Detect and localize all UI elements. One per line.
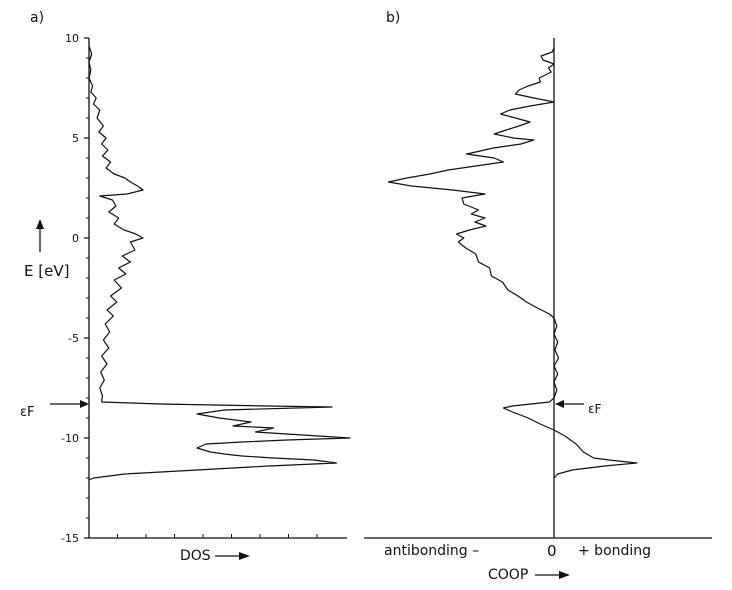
fermi-label-a: εF bbox=[20, 405, 35, 420]
dos-curve bbox=[88, 45, 351, 481]
y-tick-label: 0 bbox=[72, 232, 79, 245]
y-tick-label: 5 bbox=[72, 132, 79, 145]
panel-b-label: b) bbox=[386, 10, 400, 26]
y-tick-label: 10 bbox=[65, 32, 79, 45]
coop-zero-label: 0 bbox=[547, 542, 557, 560]
panel-a-axes bbox=[88, 38, 347, 539]
energy-axis-label: E [eV] bbox=[24, 219, 69, 280]
coop-axis-text: COOP bbox=[488, 567, 528, 583]
panel-a-label: a) bbox=[30, 10, 44, 26]
energy-axis-text: E [eV] bbox=[24, 262, 69, 280]
fermi-marker-a: εF bbox=[20, 400, 89, 420]
bonding-label: + bonding bbox=[578, 543, 651, 559]
dos-axis-text: DOS bbox=[180, 548, 211, 564]
antibonding-label: antibonding – bbox=[384, 543, 479, 559]
coop-axis-label: COOP bbox=[488, 567, 570, 583]
fermi-label-b: εF bbox=[588, 402, 601, 416]
panel-a-y-ticks: 10 5 0 -5 -10 -15 bbox=[61, 32, 89, 545]
coop-curve bbox=[387, 47, 638, 479]
y-tick-label: -15 bbox=[61, 532, 79, 545]
panel-b-axes bbox=[364, 38, 712, 539]
dos-axis-label: DOS bbox=[180, 548, 250, 564]
panel-a-x-ticks bbox=[117, 534, 318, 538]
fermi-marker-b: εF bbox=[555, 400, 601, 416]
y-tick-label: -5 bbox=[68, 332, 79, 345]
y-tick-label: -10 bbox=[61, 432, 79, 445]
